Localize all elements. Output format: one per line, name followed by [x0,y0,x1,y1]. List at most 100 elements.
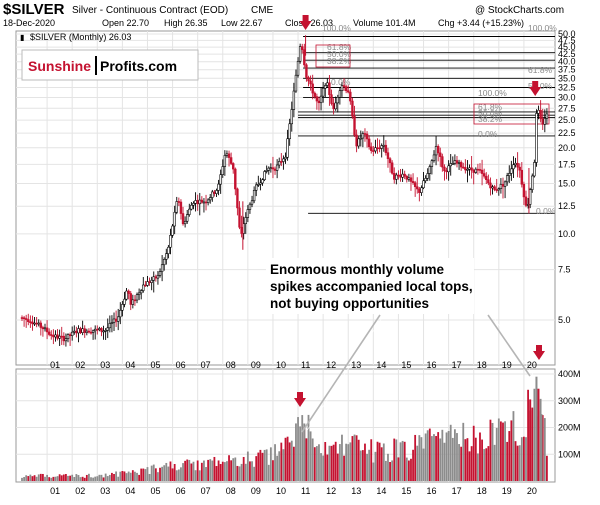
candle-body [508,173,511,176]
volume-bar [529,399,532,481]
candle-body [227,153,231,158]
candle-body [198,199,201,205]
volume-bar [376,441,379,481]
candle-body [102,330,105,333]
candle-body [219,174,222,185]
volume-bar [345,443,348,481]
volume-bar [520,437,523,481]
volume-bar [297,417,299,481]
candle-body [409,177,413,182]
volume-bar [395,439,398,481]
volume-bar [136,472,138,481]
candle-body [307,77,310,82]
price-x-tick-label: 02 [75,360,85,370]
candle-body [190,204,193,210]
candle-body [324,85,327,89]
candle-body [344,86,348,92]
candle-body [453,160,457,164]
volume-x-tick-label: 19 [502,486,512,496]
volume-bar [184,460,187,481]
candle-body [140,290,143,294]
candle-body [282,158,285,162]
volume-bar [127,471,130,481]
volume-bar [451,437,454,481]
candle-body [520,169,524,185]
candle-body [83,328,86,333]
candle-body [112,318,116,323]
candle-body [303,49,306,66]
down-arrow-icon [294,392,306,407]
volume-bar [305,438,308,481]
candle-body [457,162,461,164]
volume-bar [134,471,136,481]
candle-body [31,321,34,325]
candle-body [510,168,513,174]
header-volume: Volume 101.4M [353,18,416,28]
candle-body [209,197,212,201]
candle-body [524,196,528,206]
price-tick-label: 45.0 [558,42,576,52]
volume-bar [263,449,266,481]
candle-body [485,175,488,181]
annotation-box: Enormous monthly volume spikes accompani… [266,258,474,314]
candle-body [114,318,118,322]
volume-bar [512,411,515,481]
volume-bar [203,460,205,481]
volume-bar [468,451,471,481]
candle-body [183,220,187,225]
price-x-tick-label: 04 [125,360,135,370]
volume-bar [364,443,366,481]
candle-body [478,169,482,171]
fib-label: 100.0% [478,88,507,98]
price-tick-label: 35.0 [558,73,576,83]
volume-bar [106,476,109,481]
candle-body [125,290,128,300]
volume-bar [154,468,157,481]
candle-body [367,138,371,148]
volume-bar [173,463,176,481]
candle-body [66,334,70,340]
price-tick-label: 27.5 [558,103,576,113]
volume-bar [353,434,356,481]
candle-body [353,115,356,136]
volume-x-tick-label: 17 [452,486,462,496]
volume-bar [73,476,76,481]
candle-body [388,158,392,164]
volume-bar [495,427,498,481]
volume-bar [83,477,86,481]
candle-body [378,147,381,150]
volume-arrows [294,392,306,407]
volume-bar [58,474,61,481]
fib-label: 0.0% [536,206,556,216]
sunshine-profits-logo: Sunshine Profits.com [21,49,199,81]
volume-bar [420,437,423,481]
candle-body [355,134,358,147]
volume-bar [251,461,253,481]
candle-body [150,279,153,283]
candle-body [73,330,76,333]
volume-bar [318,444,320,481]
candle-body [211,191,214,198]
volume-tick-label: 200M [558,423,581,433]
candle-body [75,330,78,334]
candle-body [474,168,478,173]
volume-bar [62,474,65,481]
candle-body [116,316,120,322]
volume-bar [115,471,118,481]
candle-body [257,184,260,186]
candle-body [259,182,262,185]
volume-bar [169,461,172,481]
volume-x-tick-label: 13 [351,486,361,496]
volume-bar [146,467,149,481]
volume-bar [94,476,97,481]
candle-body [148,281,151,283]
candle-body [451,163,455,165]
candle-body [131,299,135,305]
volume-bar [213,456,216,481]
volume-bar [443,442,446,481]
candle-body [298,46,302,62]
volume-bar [230,460,233,481]
candle-body [24,318,28,320]
volume-bar [211,460,214,481]
